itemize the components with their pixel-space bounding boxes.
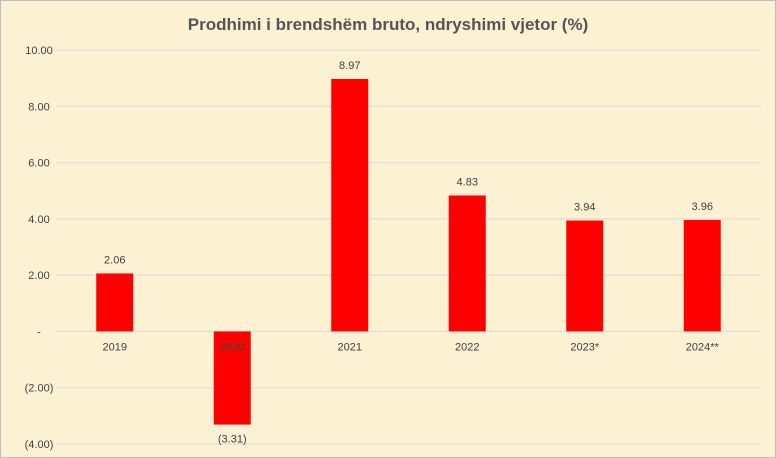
y-tick-label: 10.00 bbox=[25, 45, 53, 57]
y-tick-label: 6.00 bbox=[28, 158, 49, 170]
x-tick-label: 2023* bbox=[570, 341, 599, 353]
bar bbox=[96, 273, 134, 332]
bar bbox=[213, 331, 251, 425]
y-tick-label: (4.00) bbox=[25, 439, 54, 451]
y-tick-label: 2.00 bbox=[28, 270, 49, 282]
data-label: 8.97 bbox=[339, 60, 360, 72]
data-label: 4.83 bbox=[457, 176, 478, 188]
x-tick-label: 2021 bbox=[338, 341, 362, 353]
data-label: (3.31) bbox=[218, 434, 247, 446]
data-label: 3.96 bbox=[692, 201, 713, 213]
y-tick-label: (2.00) bbox=[25, 383, 54, 395]
bars bbox=[96, 78, 721, 425]
data-labels: 2.06 (3.31) 8.97 4.83 3.94 3.96 bbox=[104, 60, 713, 446]
gridlines bbox=[56, 49, 761, 445]
x-tick-label: 2019 bbox=[103, 341, 127, 353]
x-tick-label: 2020 bbox=[220, 341, 244, 353]
chart-title: Prodhimi i brendshëm bruto, ndryshimi vj… bbox=[188, 15, 589, 34]
x-tick-label: 2022 bbox=[455, 341, 479, 353]
bar bbox=[448, 195, 486, 332]
data-label: 3.94 bbox=[574, 202, 595, 214]
y-tick-label: 8.00 bbox=[28, 101, 49, 113]
x-axis-labels: 2019 2020 2021 2022 2023* 2024** bbox=[103, 341, 720, 353]
data-label: 2.06 bbox=[104, 254, 125, 266]
bar bbox=[683, 219, 721, 332]
y-tick-label: 4.00 bbox=[28, 214, 49, 226]
x-tick-label: 2024** bbox=[686, 341, 720, 353]
y-axis-ticks: 10.00 8.00 6.00 4.00 2.00 - (2.00) (4.00) bbox=[25, 45, 54, 451]
y-tick-label: - bbox=[37, 326, 41, 338]
bar bbox=[566, 220, 604, 332]
bar bbox=[331, 78, 369, 332]
